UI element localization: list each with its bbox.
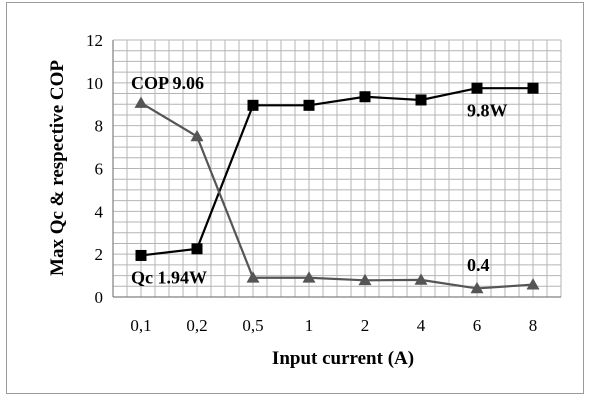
square-marker xyxy=(471,82,483,94)
triangle-marker xyxy=(302,271,316,283)
y-tick-label: 12 xyxy=(86,31,103,50)
x-tick-label: 0,1 xyxy=(130,316,151,335)
annotations: COP 9.06 Qc 1.94W 9.8W 0.4 xyxy=(131,73,508,288)
y-tick-label: 2 xyxy=(95,245,104,264)
triangle-marker xyxy=(190,129,204,142)
annotation-label: Qc 1.94W xyxy=(131,268,207,288)
square-marker xyxy=(303,99,315,111)
y-tick-labels: 0 2 4 6 8 10 12 xyxy=(86,31,104,307)
x-tick-label: 4 xyxy=(417,316,426,335)
x-tick-label: 0,2 xyxy=(186,316,207,335)
y-tick-label: 8 xyxy=(95,117,104,136)
y-axis-title: Max Qc & respective COP xyxy=(47,60,68,276)
series-line-2 xyxy=(140,102,534,290)
triangle-marker xyxy=(470,281,484,294)
grid xyxy=(112,39,562,298)
triangle-marker xyxy=(134,96,148,108)
annotation-label: 0.4 xyxy=(467,255,490,275)
square-marker xyxy=(135,249,147,261)
triangle-marker xyxy=(526,278,540,290)
square-marker xyxy=(415,94,427,106)
x-tick-labels: 0,1 0,2 0,5 1 2 4 6 8 xyxy=(130,316,537,335)
x-tick-label: 1 xyxy=(305,316,314,335)
series-line-1 xyxy=(140,87,533,257)
square-marker xyxy=(359,91,371,103)
x-axis-title: Input current (A) xyxy=(272,348,414,369)
annotation-label: COP 9.06 xyxy=(131,73,204,93)
square-marker xyxy=(191,243,203,255)
x-tick-label: 6 xyxy=(473,316,482,335)
triangle-marker xyxy=(414,273,428,285)
y-tick-label: 6 xyxy=(95,160,104,179)
annotation-label: 9.8W xyxy=(467,101,508,121)
x-tick-label: 0,5 xyxy=(242,316,263,335)
square-marker xyxy=(527,82,539,94)
square-marker xyxy=(247,99,259,111)
y-tick-label: 4 xyxy=(95,202,104,221)
triangle-marker xyxy=(246,271,260,283)
triangle-marker xyxy=(358,273,372,286)
series-group xyxy=(134,82,540,294)
y-tick-label: 10 xyxy=(86,74,103,93)
x-tick-label: 8 xyxy=(529,316,538,335)
y-tick-label: 0 xyxy=(95,288,104,307)
x-tick-label: 2 xyxy=(361,316,370,335)
